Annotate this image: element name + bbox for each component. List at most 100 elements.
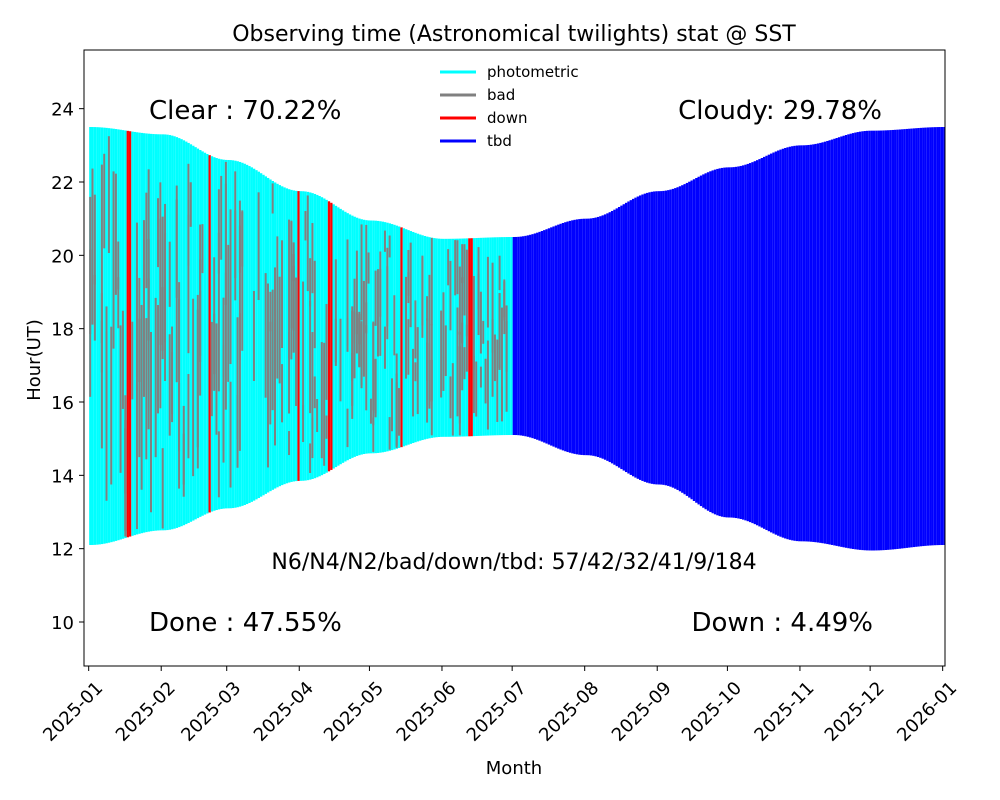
night-bar-photometric (152, 134, 155, 531)
night-bar-tbd (723, 167, 726, 518)
night-bar-tbd (545, 229, 548, 444)
bad-segment (145, 192, 148, 289)
night-bar-tbd (786, 147, 789, 540)
bad-segment (252, 290, 255, 382)
night-bar-tbd (629, 200, 632, 475)
night-bar-tbd (587, 218, 590, 456)
night-bar-tbd (725, 167, 728, 518)
bad-segment (320, 342, 323, 459)
night-bar-photometric (203, 152, 207, 515)
night-bar-photometric (475, 238, 478, 437)
bad-segment (421, 257, 424, 326)
night-bar-tbd (536, 232, 539, 440)
bad-segment (187, 163, 190, 266)
bad-segment (187, 374, 190, 459)
bad-segment (383, 326, 386, 369)
night-bar-photometric (166, 134, 169, 531)
night-bar-tbd (763, 156, 766, 529)
night-bar-tbd (568, 220, 572, 453)
night-bar-tbd (655, 191, 658, 485)
clear-annotation: Clear : 70.22% (149, 96, 341, 126)
night-bar-tbd (552, 226, 555, 447)
bad-segment (295, 277, 298, 406)
bad-segment (135, 384, 138, 530)
bad-segment (292, 242, 295, 282)
bad-segment (313, 260, 316, 349)
night-bar-tbd (692, 179, 696, 501)
bad-segment (388, 417, 391, 450)
night-bar-tbd (877, 130, 880, 551)
y-tick-label: 10 (51, 613, 74, 634)
plot-frame (83, 49, 946, 667)
bad-segment (395, 373, 398, 445)
night-bar-tbd (917, 128, 920, 547)
night-bar-tbd (788, 146, 792, 540)
night-bar-tbd (868, 130, 871, 551)
night-bar-photometric (189, 144, 193, 522)
bad-segment (456, 240, 459, 295)
bad-segment (339, 379, 342, 402)
night-bar-down (297, 191, 300, 481)
done-annotation: Done : 47.55% (149, 608, 342, 638)
bad-segment (131, 321, 134, 400)
night-bar-tbd (631, 198, 635, 477)
bad-segment (491, 319, 494, 397)
night-bar-tbd (894, 129, 897, 550)
night-bar-tbd (753, 161, 756, 525)
night-bar-down (330, 202, 333, 470)
night-bar-photometric (245, 164, 249, 505)
night-bar-tbd (751, 162, 754, 524)
night-bar-tbd (828, 140, 831, 545)
night-bar-photometric (173, 136, 176, 529)
night-bar-photometric (103, 127, 106, 544)
night-bar-tbd (814, 143, 817, 543)
bad-segment (192, 298, 195, 477)
bad-segment (311, 417, 314, 459)
night-bar-tbd (861, 131, 864, 551)
bad-segment (472, 276, 475, 370)
bad-segment (306, 195, 309, 292)
bad-segment (482, 320, 485, 344)
bad-segment (142, 220, 145, 397)
night-bar-tbd (856, 132, 859, 550)
bad-segment (292, 265, 295, 331)
bad-segment (376, 269, 379, 357)
bad-segment (121, 310, 124, 409)
night-bar-photometric (257, 171, 260, 499)
bad-segment (215, 323, 218, 435)
night-bar-photometric (412, 231, 415, 444)
night-bar-tbd (683, 184, 686, 495)
bad-segment (171, 351, 174, 423)
night-bar-tbd (615, 208, 618, 467)
night-bar-tbd (650, 191, 654, 484)
night-bar-photometric (96, 127, 99, 545)
night-bar-tbd (580, 218, 583, 455)
night-bar-tbd (515, 236, 518, 436)
night-bar-down (126, 130, 129, 538)
night-bar-photometric (388, 223, 391, 451)
night-bar-tbd (837, 137, 841, 547)
y-tick-label: 22 (51, 173, 74, 194)
night-bar-photometric (451, 238, 455, 437)
bad-segment (362, 280, 365, 377)
night-bar-photometric (395, 225, 399, 449)
counts-annotation: N6/N4/N2/bad/down/tbd: 57/42/32/41/9/184 (271, 550, 756, 575)
night-bar-photometric (332, 204, 335, 469)
night-bar-tbd (823, 141, 827, 544)
night-bar-tbd (802, 145, 806, 542)
bad-segment (365, 325, 368, 411)
night-bar-tbd (770, 153, 773, 533)
night-bar-tbd (767, 154, 771, 532)
night-bar-photometric (168, 135, 172, 530)
bad-segment (157, 198, 160, 268)
night-bar-tbd (660, 191, 663, 485)
bad-segment (316, 399, 319, 433)
bad-segment (386, 266, 389, 327)
night-bar-tbd (582, 218, 586, 456)
night-bar-tbd (901, 129, 904, 549)
night-bar-tbd (940, 127, 944, 546)
night-bar-tbd (662, 190, 665, 485)
bad-segment (442, 292, 445, 358)
bad-segment (266, 283, 269, 411)
night-bar-tbd (795, 145, 799, 542)
